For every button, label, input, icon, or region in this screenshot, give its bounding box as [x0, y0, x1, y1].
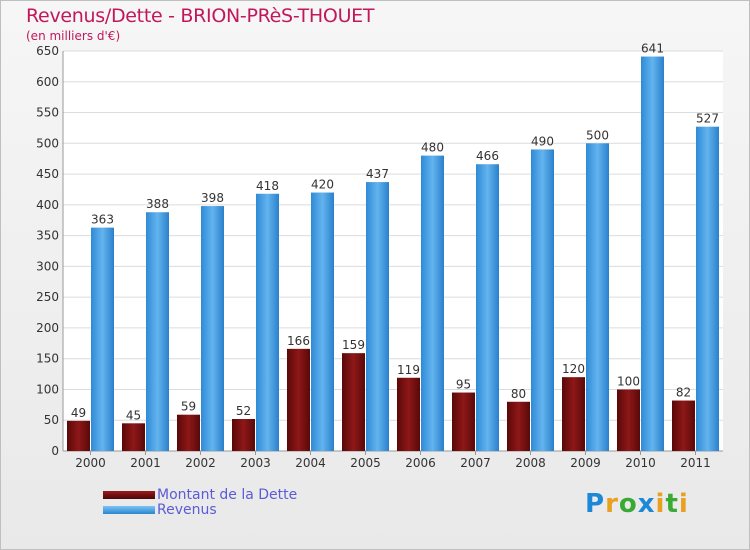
data-label-debt: 52 — [236, 404, 251, 418]
x-tick-label: 2004 — [295, 456, 326, 470]
y-tick-label: 400 — [36, 198, 59, 212]
data-label-revenue: 490 — [531, 134, 554, 148]
data-label-revenue: 480 — [421, 141, 444, 155]
data-label-debt: 159 — [342, 338, 365, 352]
bar-debt — [67, 420, 90, 451]
chart-title: Revenus/Dette - BRION-PRèS-THOUET — [26, 5, 375, 27]
data-label-revenue: 437 — [366, 167, 389, 181]
bar-revenue — [476, 164, 499, 451]
bar-debt — [232, 419, 255, 451]
logo-letter: r — [605, 489, 619, 519]
y-tick-label: 550 — [36, 106, 59, 120]
data-label-debt: 45 — [126, 408, 141, 422]
data-label-revenue: 398 — [201, 191, 224, 205]
data-label-debt: 82 — [676, 386, 691, 400]
legend-label-debt: Montant de la Dette — [157, 487, 298, 503]
legend-label-revenue: Revenus — [157, 502, 217, 518]
logo-letter: t — [665, 489, 679, 519]
data-label-revenue: 641 — [641, 42, 664, 56]
bar-debt — [397, 377, 420, 451]
x-tick-label: 2005 — [350, 456, 381, 470]
logo-letter: x — [637, 489, 656, 519]
bar-debt — [562, 377, 585, 451]
data-label-revenue: 418 — [256, 179, 279, 193]
data-label-debt: 120 — [562, 362, 585, 376]
data-label-revenue: 363 — [91, 213, 114, 227]
bar-debt — [342, 353, 365, 451]
x-tick-label: 2008 — [515, 456, 546, 470]
y-tick-label: 50 — [44, 413, 59, 427]
bar-revenue — [531, 149, 554, 451]
logo-letter: i — [655, 489, 666, 519]
bar-debt — [452, 392, 475, 451]
data-label-revenue: 527 — [696, 112, 719, 126]
bar-revenue — [696, 126, 719, 451]
y-tick-label: 0 — [51, 444, 59, 458]
data-label-revenue: 420 — [311, 178, 334, 192]
x-tick-label: 2010 — [625, 456, 656, 470]
logo-letter: o — [618, 489, 638, 519]
data-label-debt: 119 — [397, 363, 420, 377]
y-tick-label: 200 — [36, 321, 59, 335]
bar-revenue — [91, 227, 114, 451]
y-tick-label: 650 — [36, 44, 59, 58]
legend-swatch-revenue — [103, 506, 155, 514]
data-label-revenue: 466 — [476, 149, 499, 163]
bar-revenue — [641, 56, 664, 452]
y-tick-label: 450 — [36, 167, 59, 181]
y-tick-label: 150 — [36, 352, 59, 366]
bar-revenue — [146, 212, 169, 451]
bar-debt — [617, 389, 640, 451]
bar-debt — [507, 401, 530, 451]
data-label-revenue: 500 — [586, 128, 609, 142]
bar-debt — [287, 348, 310, 451]
y-tick-label: 250 — [36, 290, 59, 304]
bar-revenue — [311, 192, 334, 452]
logo-letter: i — [678, 489, 689, 519]
bar-debt — [177, 414, 200, 451]
x-tick-label: 2002 — [185, 456, 216, 470]
y-tick-label: 600 — [36, 75, 59, 89]
plot-area — [63, 51, 723, 451]
data-label-debt: 59 — [181, 400, 196, 414]
y-tick-label: 350 — [36, 229, 59, 243]
bar-revenue — [366, 182, 389, 452]
logo-letter: P — [585, 489, 606, 519]
bar-revenue — [586, 143, 609, 452]
x-tick-label: 2003 — [240, 456, 271, 470]
x-tick-label: 2007 — [460, 456, 491, 470]
y-tick-label: 500 — [36, 136, 59, 150]
bar-revenue — [201, 206, 224, 451]
bar-revenue — [256, 193, 279, 451]
y-tick-label: 100 — [36, 382, 59, 396]
data-label-debt: 49 — [71, 406, 86, 420]
data-label-debt: 166 — [287, 334, 310, 348]
y-tick-label: 300 — [36, 259, 59, 273]
data-label-debt: 80 — [511, 387, 526, 401]
bar-debt — [122, 423, 145, 451]
x-tick-label: 2009 — [570, 456, 601, 470]
x-tick-label: 2000 — [75, 456, 106, 470]
x-tick-label: 2001 — [130, 456, 161, 470]
data-label-debt: 95 — [456, 378, 471, 392]
data-label-debt: 100 — [617, 374, 640, 388]
data-label-revenue: 388 — [146, 197, 169, 211]
x-tick-label: 2006 — [405, 456, 436, 470]
x-tick-label: 2011 — [680, 456, 711, 470]
bar-revenue — [421, 155, 444, 451]
chart-subtitle: (en milliers d'€) — [26, 29, 121, 43]
legend-swatch-debt — [103, 491, 155, 499]
proxiti-logo: Proxiti — [585, 489, 689, 519]
bar-debt — [672, 400, 695, 451]
